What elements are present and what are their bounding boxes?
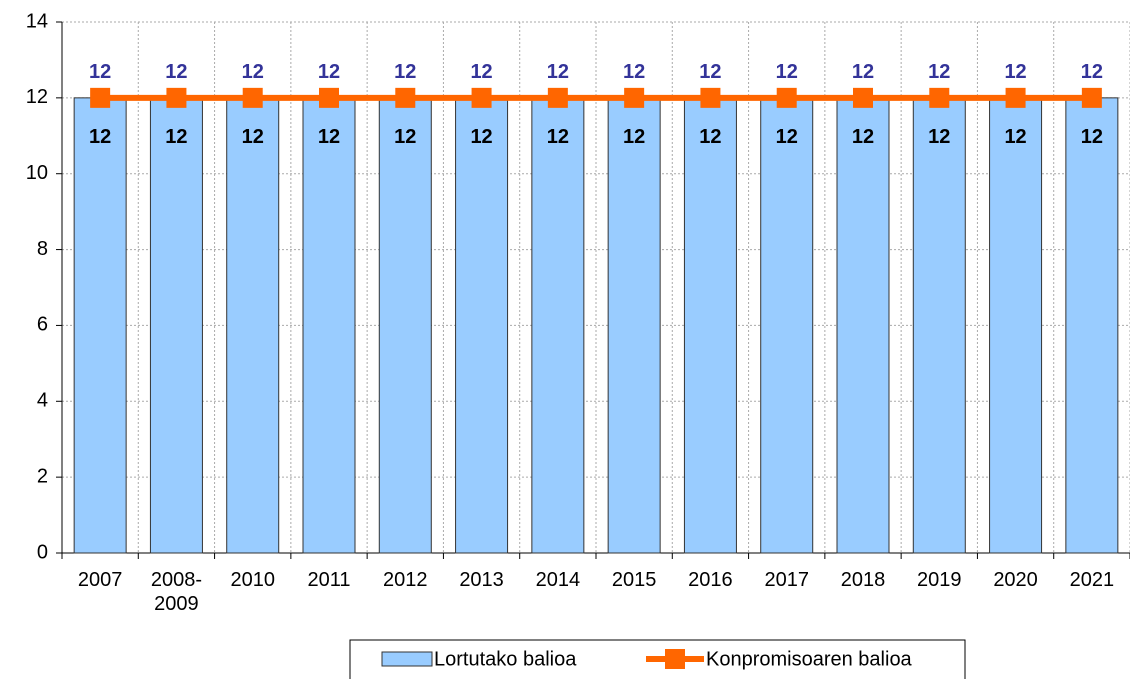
bar-value-label: 12 — [1004, 126, 1026, 148]
line-value-label: 12 — [242, 61, 264, 83]
line-value-label: 12 — [1081, 61, 1103, 83]
line-marker — [471, 87, 492, 108]
line-marker — [90, 87, 111, 108]
line-value-label: 12 — [776, 61, 798, 83]
x-tick-label: 2019 — [917, 569, 962, 591]
bar-value-label: 12 — [165, 126, 187, 148]
bar — [989, 97, 1043, 554]
line-marker — [929, 87, 950, 108]
x-tick-label: 2016 — [688, 569, 733, 591]
y-tick-label: 4 — [37, 390, 48, 412]
line-value-label: 12 — [89, 61, 111, 83]
y-tick-label: 2 — [37, 465, 48, 487]
line-marker — [319, 87, 339, 108]
line-marker — [624, 87, 645, 108]
y-tick-label: 14 — [26, 10, 48, 32]
line-value-label: 12 — [394, 61, 416, 83]
bar — [302, 97, 356, 554]
x-tick-label: 2015 — [611, 569, 657, 591]
x-tick-label: 2017 — [764, 569, 809, 591]
bar-value-label: 12 — [470, 126, 492, 148]
line-value-label: 12 — [852, 61, 874, 83]
line-marker — [1081, 87, 1102, 108]
bar — [683, 97, 737, 554]
line-marker — [166, 87, 187, 108]
bar — [531, 97, 585, 554]
bar-value-label: 12 — [394, 126, 416, 148]
line-marker — [700, 87, 721, 108]
line-value-label: 12 — [928, 61, 950, 83]
line-marker — [242, 87, 263, 108]
legend-swatch-marker — [665, 649, 685, 669]
bar — [455, 97, 509, 554]
x-tick-label: 2013 — [459, 569, 504, 591]
bar — [378, 97, 432, 554]
bar-value-label: 12 — [547, 126, 569, 148]
x-tick-label: 2021 — [1069, 569, 1115, 591]
line-value-label: 12 — [547, 61, 569, 83]
bar-value-label: 12 — [623, 126, 645, 148]
line-value-label: 12 — [470, 61, 492, 83]
bar — [912, 97, 966, 554]
x-tick-label: 2020 — [993, 569, 1038, 591]
line-value-label: 12 — [165, 61, 187, 83]
bar-value-label: 12 — [89, 126, 111, 148]
bar — [1065, 97, 1119, 554]
line-marker — [547, 87, 568, 108]
bar — [760, 97, 814, 554]
bar-value-label: 12 — [242, 126, 264, 148]
x-tick-label: 2008- 2009 — [150, 569, 202, 615]
y-tick-label: 0 — [37, 541, 48, 563]
x-tick-label: 2018 — [840, 569, 886, 591]
line-marker — [395, 87, 416, 108]
bar-value-label: 12 — [699, 126, 721, 148]
bar — [73, 97, 127, 554]
bar-value-label: 12 — [928, 126, 950, 148]
line-value-label: 12 — [318, 61, 340, 83]
bar — [836, 97, 890, 554]
legend-swatch-bar — [381, 651, 433, 667]
legend-label: Lortutako balioa — [434, 648, 577, 670]
bar-value-label: 12 — [1081, 126, 1103, 148]
line-marker — [1005, 87, 1026, 108]
x-tick-label: 2014 — [535, 569, 581, 591]
x-tick-label: 2007 — [77, 569, 123, 591]
legend-label: Konpromisoaren balioa — [706, 648, 913, 670]
y-tick-label: 10 — [26, 162, 48, 184]
bar-value-label: 12 — [776, 126, 798, 148]
line-marker — [776, 87, 797, 108]
line-marker — [853, 87, 873, 108]
y-tick-label: 12 — [26, 86, 48, 108]
bar — [149, 97, 203, 554]
x-tick-label: 2011 — [307, 569, 351, 591]
line-value-label: 12 — [1004, 61, 1026, 83]
bar-value-label: 12 — [318, 126, 340, 148]
bar — [226, 97, 280, 554]
bar-value-label: 12 — [852, 126, 874, 148]
y-tick-label: 8 — [37, 238, 48, 260]
line-value-label: 12 — [623, 61, 645, 83]
line-value-label: 12 — [699, 61, 721, 83]
x-tick-label: 2010 — [230, 569, 275, 591]
x-tick-label: 2012 — [383, 569, 428, 591]
bar — [607, 97, 661, 554]
y-tick-label: 6 — [37, 314, 48, 336]
